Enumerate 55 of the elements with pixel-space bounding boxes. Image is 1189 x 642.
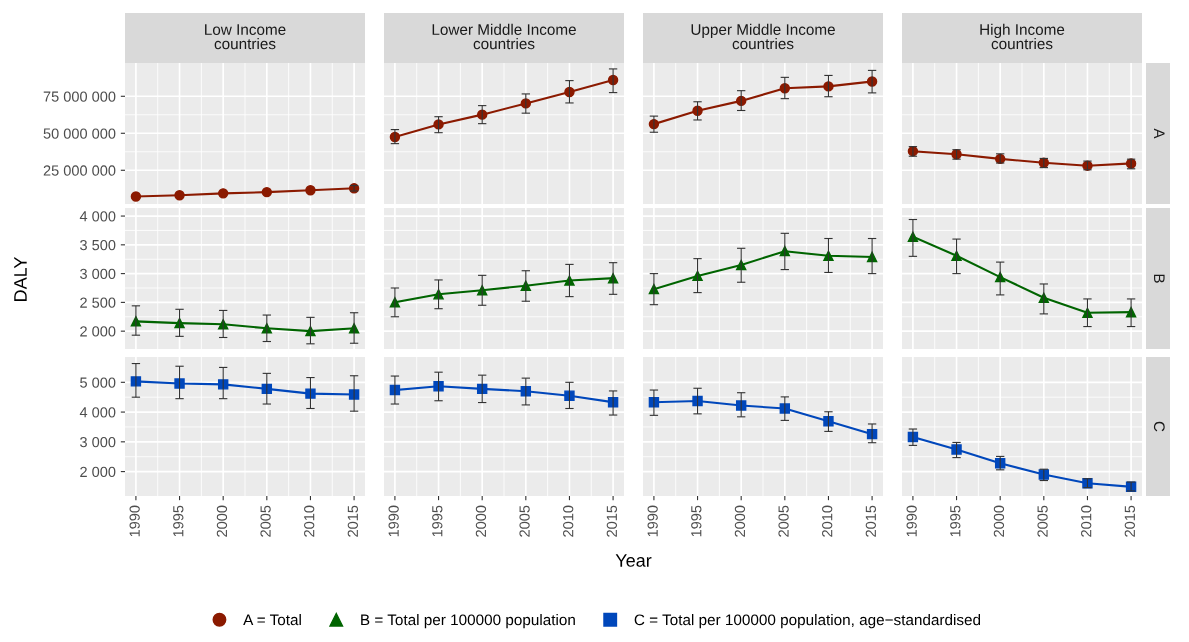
y-tick-label: 2 000 [80,326,116,337]
x-tick-label: 2005 [260,505,271,537]
x-tick-label: 2010 [563,505,574,537]
x-tick-label: 1990 [906,505,917,537]
x-tick-label: 1990 [129,505,140,537]
x-tick-label: 2015 [606,505,618,537]
y-tick-label: 2 000 [80,466,116,478]
legend-label: A = Total [243,614,301,626]
x-tick-label: 1995 [173,505,184,537]
y-tick-label: 3 500 [80,239,116,251]
chart-title: Low Income countries [205,24,286,50]
x-tick-label: 2000 [216,505,228,537]
y-tick-label: 3 000 [80,436,116,448]
y-tick-label: 75 000 000 [43,91,116,102]
point [735,400,747,411]
x-tick-label: 2005 [519,505,530,537]
chart-title: Upper Middle Income countries [691,23,835,50]
chart-title: High Income countries [980,23,1065,50]
y-tick-label: 3 000 [80,268,116,280]
x-tick-label: 2015 [347,505,359,537]
x-tick-label: 1990 [388,505,399,537]
y-tick-label: 4 000 [79,211,116,222]
x-tick-label: 2005 [1037,505,1048,537]
y-tick-label: 2 500 [80,297,116,308]
point [305,185,316,196]
legend-label: C = Total per 100000 population, age−standardised [634,614,981,629]
y2-axis-title: B [1154,274,1165,283]
x-tick-label: 2015 [865,505,877,537]
x-tick-label: 1995 [950,505,961,537]
point [261,186,273,198]
y-tick-label: 5 000 [80,377,116,388]
y2-axis-title: A [1154,128,1165,139]
x-tick-label: 1995 [432,505,443,537]
x-tick-label: 2000 [993,505,1005,537]
point [130,191,142,202]
point [174,190,185,201]
point [779,403,791,414]
x-axis-title: Year [615,554,652,567]
chart-title: Lower Middle Income countries [432,23,576,50]
y2-axis-title: C [1153,421,1165,432]
x-tick-label: 1995 [691,505,702,537]
x-tick-label: 2010 [304,505,315,537]
x-tick-label: 2000 [734,505,746,537]
x-tick-label: 2000 [475,505,487,537]
x-tick-label: 2010 [822,505,833,537]
x-tick-label: 2015 [1124,505,1136,537]
y-tick-label: 25 000 000 [43,165,116,176]
x-tick-label: 2005 [778,505,789,537]
x-tick-label: 1990 [647,505,658,537]
y-tick-label: 50 000 000 [43,128,116,139]
x-tick-label: 2010 [1081,505,1092,537]
legend-label: B = Total per 100000 population [361,614,575,629]
y-tick-label: 4 000 [79,407,116,418]
y-axis-title: DALY [14,256,27,301]
point [217,188,229,199]
